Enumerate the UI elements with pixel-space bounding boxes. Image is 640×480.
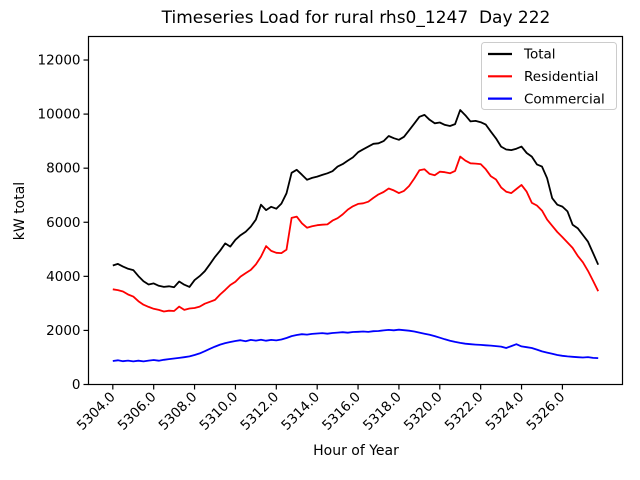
x-tick-label: 5318.0 xyxy=(360,389,405,434)
x-tick-label: 5314.0 xyxy=(278,389,323,434)
series-line-commercial xyxy=(112,328,599,363)
legend-label: Residential xyxy=(524,69,598,85)
legend-box xyxy=(481,42,617,110)
x-axis: 5304.05306.05308.05310.05312.05314.05316… xyxy=(74,384,569,434)
legend-entry-residential: Residential xyxy=(488,69,598,85)
x-tick-label: 5322.0 xyxy=(442,389,487,434)
x-tick-label: 5308.0 xyxy=(156,389,201,434)
x-tick-label: 5304.0 xyxy=(74,389,119,434)
y-axis: 0 2000 4000 6000 8000 10000 12000 xyxy=(38,53,89,393)
legend: Total Residential Commercial xyxy=(481,42,617,110)
x-axis-label: Hour of Year xyxy=(313,443,399,459)
y-tick-label: 6000 xyxy=(46,215,80,231)
legend-label: Commercial xyxy=(524,91,605,107)
y-tick-label: 2000 xyxy=(46,323,80,339)
legend-entry-total: Total xyxy=(488,47,556,63)
legend-label: Total xyxy=(523,47,556,63)
x-tick-label: 5310.0 xyxy=(197,389,242,434)
x-tick-label: 5326.0 xyxy=(524,389,569,434)
x-tick-label: 5306.0 xyxy=(115,389,160,434)
y-tick-label: 8000 xyxy=(46,161,80,177)
y-tick-label: 0 xyxy=(72,377,81,393)
legend-entry-commercial: Commercial xyxy=(488,91,605,107)
y-tick-label: 10000 xyxy=(38,107,81,123)
y-tick-label: 4000 xyxy=(46,269,80,285)
series-line-residential xyxy=(112,155,600,313)
chart-title: Timeseries Load for rural rhs0_1247 Day … xyxy=(161,8,551,28)
x-tick-label: 5320.0 xyxy=(401,389,446,434)
x-tick-label: 5312.0 xyxy=(237,389,282,434)
y-tick-label: 12000 xyxy=(38,53,81,69)
plot-frame xyxy=(87,35,624,386)
x-tick-label: 5316.0 xyxy=(319,389,364,434)
series-line-total xyxy=(112,109,600,289)
x-tick-label: 5324.0 xyxy=(483,389,528,434)
